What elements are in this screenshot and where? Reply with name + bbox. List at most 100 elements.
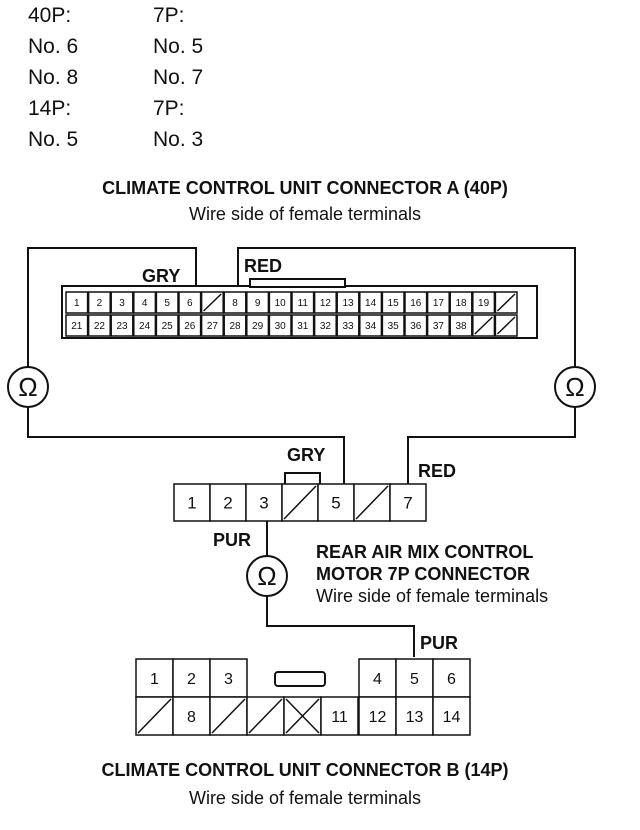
pin-table-cell: 40P: bbox=[28, 4, 72, 27]
ohm-symbol: Ω bbox=[18, 372, 37, 402]
terminal-cavity bbox=[209, 483, 247, 522]
blocked-cavity-mark bbox=[285, 698, 320, 734]
pin-table-row: No. 6 No. 5 bbox=[28, 31, 273, 62]
motor-connector-terminal bbox=[281, 483, 319, 522]
connector-a-terminal: 8 bbox=[223, 291, 247, 314]
connector-a-terminal: 35 bbox=[381, 314, 405, 337]
terminal-cavity bbox=[268, 314, 292, 337]
terminal-number: 18 bbox=[455, 298, 467, 309]
terminal-number: 2 bbox=[223, 494, 232, 513]
terminal-number: 22 bbox=[94, 321, 106, 332]
terminal-number: 14 bbox=[365, 298, 377, 309]
connector-a-subtitle: Wire side of female terminals bbox=[188, 204, 422, 224]
connector-a-terminal: 30 bbox=[268, 314, 292, 337]
terminal-cavity bbox=[432, 658, 471, 698]
red-label-connector-a: RED bbox=[244, 256, 283, 276]
motor-connector-title-line1: REAR AIR MIX CONTROL bbox=[316, 542, 534, 562]
pin-table-row: 40P: 7P: bbox=[28, 0, 273, 31]
empty-cavity-mark bbox=[355, 485, 389, 520]
connector-b: 1 2 3 4 5 68 11 12 13 14 bbox=[135, 658, 471, 736]
connector-a-terminal: 4 bbox=[133, 291, 157, 314]
terminal-number: 8 bbox=[187, 709, 196, 726]
ohm-symbol: Ω bbox=[565, 372, 584, 402]
terminal-number: 37 bbox=[433, 321, 445, 332]
pur-label-motor: PUR bbox=[213, 530, 252, 550]
terminal-cavity bbox=[358, 658, 397, 698]
terminal-cavity bbox=[133, 291, 157, 314]
connector-b-terminal: 14 bbox=[432, 696, 471, 736]
terminal-cavity bbox=[209, 658, 248, 698]
connector-b-terminal: 4 bbox=[358, 658, 397, 698]
connector-a-terminal: 12 bbox=[313, 291, 337, 314]
empty-cavity-mark bbox=[496, 293, 516, 312]
terminal-cavity bbox=[246, 291, 270, 314]
terminal-number: 36 bbox=[410, 321, 422, 332]
connector-a-terminal: 23 bbox=[110, 314, 134, 337]
empty-cavity-mark bbox=[211, 698, 246, 734]
motor-7p-connector: 1 2 3 5 7 bbox=[173, 472, 427, 522]
pin-table-cell: 7P: bbox=[153, 97, 185, 120]
terminal-cavity bbox=[245, 483, 283, 522]
terminal-number: 25 bbox=[162, 321, 174, 332]
pin-table-row: No. 8 No. 7 bbox=[28, 62, 273, 93]
connector-a-terminal: 36 bbox=[404, 314, 428, 337]
terminal-number: 17 bbox=[433, 298, 445, 309]
terminal-number: 21 bbox=[71, 321, 83, 332]
connector-a-terminal: 33 bbox=[336, 314, 360, 337]
terminal-number: 5 bbox=[331, 494, 340, 513]
terminal-number: 5 bbox=[410, 671, 419, 688]
motor-connector-terminal: 5 bbox=[317, 483, 355, 522]
connector-b-terminal: 6 bbox=[432, 658, 471, 698]
ohmmeter-icon bbox=[7, 366, 49, 408]
pin-table-cell: No. 3 bbox=[153, 128, 204, 151]
connector-a-terminal: 22 bbox=[87, 314, 111, 337]
connector-a-terminal: 1 bbox=[65, 291, 89, 314]
terminal-number: 38 bbox=[455, 321, 467, 332]
ohmmeter-left: Ω bbox=[7, 366, 49, 408]
motor-connector-subtitle: Wire side of female terminals bbox=[316, 586, 549, 606]
connector-a-terminal: 16 bbox=[404, 291, 428, 314]
connector-a-terminal: 38 bbox=[449, 314, 473, 337]
pin-table: 40P: 7P: No. 6 No. 5 No. 8 No. 7 14P: 7P: No… bbox=[28, 0, 273, 155]
connector-b-terminal: 8 bbox=[172, 696, 211, 736]
gry-label-connector-a: GRY bbox=[142, 266, 181, 286]
gry-label-motor: GRY bbox=[287, 445, 326, 465]
terminal-number: 3 bbox=[119, 298, 125, 309]
terminal-cavity bbox=[404, 291, 428, 314]
terminal-number: 30 bbox=[275, 321, 287, 332]
terminal-number: 1 bbox=[74, 298, 80, 309]
terminal-number: 31 bbox=[297, 321, 309, 332]
motor-connector-terminal: 7 bbox=[389, 483, 427, 522]
terminal-cavity bbox=[65, 314, 89, 337]
motor-connector-lock-tab bbox=[284, 472, 321, 486]
pin-table-cell: 7P: bbox=[153, 4, 185, 27]
connector-b-terminal: 3 bbox=[209, 658, 248, 698]
connector-a-terminal: 31 bbox=[291, 314, 315, 337]
terminal-number: 19 bbox=[478, 298, 490, 309]
terminal-number: 33 bbox=[342, 321, 354, 332]
connector-a-terminal: 25 bbox=[155, 314, 179, 337]
terminal-cavity bbox=[223, 314, 247, 337]
terminal-cavity bbox=[87, 314, 111, 337]
connector-a-terminal: 2 bbox=[87, 291, 111, 314]
terminal-number: 24 bbox=[139, 321, 151, 332]
terminal-number: 28 bbox=[229, 321, 241, 332]
ohmmeter-icon bbox=[246, 555, 288, 597]
connector-b-title: CLIMATE CONTROL UNIT CONNECTOR B (14P) bbox=[101, 760, 509, 780]
connector-b-terminal bbox=[246, 696, 285, 736]
connector-a-terminal: 19 bbox=[472, 291, 496, 314]
connector-a-lock-tab bbox=[249, 278, 346, 288]
connector-b-subtitle: Wire side of female terminals bbox=[188, 788, 422, 808]
motor-connector-caption: REAR AIR MIX CONTROL MOTOR 7P CONNECTOR … bbox=[316, 541, 548, 607]
terminal-cavity bbox=[426, 291, 450, 314]
red-wire bbox=[237, 247, 576, 484]
terminal-cavity bbox=[178, 291, 202, 314]
terminal-cavity bbox=[472, 291, 496, 314]
connector-a-terminal: 32 bbox=[313, 314, 337, 337]
motor-connector-terminal: 3 bbox=[245, 483, 283, 522]
pur-label-connector-b: PUR bbox=[420, 633, 459, 653]
terminal-number: 35 bbox=[388, 321, 400, 332]
terminal-number: 3 bbox=[259, 494, 268, 513]
terminal-number: 4 bbox=[373, 671, 382, 688]
